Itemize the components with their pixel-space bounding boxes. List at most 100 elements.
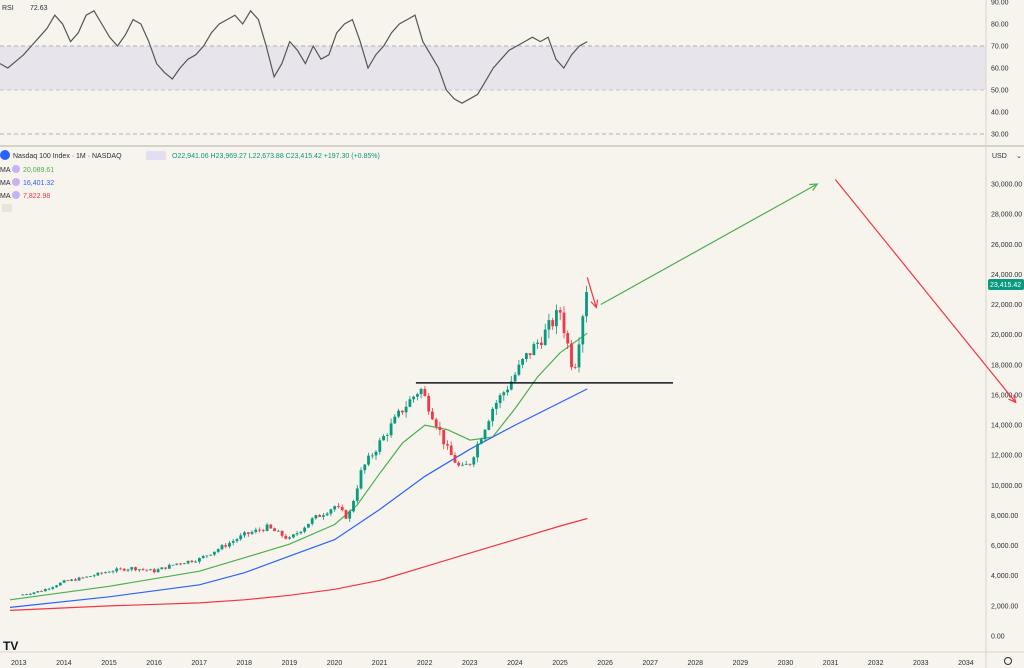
collapse-legend-button[interactable] [2, 204, 12, 212]
candle-body [239, 535, 243, 540]
candle-body [250, 532, 254, 534]
small-arrow-head [590, 299, 599, 309]
projection-down-arrow[interactable] [834, 179, 1017, 404]
candle-body [164, 567, 167, 569]
candle-body [385, 435, 389, 436]
candle-body [205, 555, 209, 557]
candle-body [506, 389, 509, 393]
candle-body [502, 392, 506, 396]
tradingview-logo[interactable]: TV [3, 639, 18, 653]
candle-body [261, 530, 265, 531]
candle-body [276, 530, 280, 532]
ma1-value: 20,089.61 [23, 167, 54, 174]
price-tick-label: 20,000.00 [991, 332, 1022, 339]
ma2-value: 16,401.32 [23, 180, 54, 187]
candle-body [389, 423, 393, 436]
candle-body [491, 408, 494, 422]
price-tick-label: 8,000.00 [991, 513, 1018, 520]
candle-body [220, 545, 224, 550]
candle-body [401, 410, 404, 413]
ma3-name: MA [0, 193, 11, 200]
time-tick-label: 2028 [688, 660, 704, 667]
time-tick-label: 2034 [958, 660, 974, 667]
time-tick-label: 2030 [778, 660, 794, 667]
rsi-value: 72.63 [30, 5, 48, 12]
price-tick-label: 18,000.00 [991, 362, 1022, 369]
ma2-settings-icon[interactable] [12, 178, 20, 186]
candle-body [337, 506, 340, 508]
candle-body [494, 403, 498, 409]
candle-body [540, 342, 543, 345]
axis-menu-icon[interactable]: ⌄ [1016, 153, 1022, 160]
candle-body [453, 455, 457, 463]
candle-body [141, 569, 145, 570]
settings-gear-icon[interactable] [1004, 657, 1012, 665]
symbol-badge[interactable] [146, 151, 166, 160]
price-tick-label: 4,000.00 [991, 573, 1018, 580]
ma-lines [9, 332, 588, 611]
time-tick-label: 2020 [327, 660, 343, 667]
candle-body [235, 539, 239, 541]
time-tick-label: 2031 [823, 660, 839, 667]
small-down-arrow[interactable] [586, 277, 599, 309]
candle-body [213, 551, 216, 555]
candle-body [513, 374, 517, 382]
candle-body [96, 572, 100, 576]
projection-up-arrowhead [809, 183, 819, 191]
candle-body [329, 509, 333, 514]
candle-body [288, 537, 291, 539]
ma1-settings-icon[interactable] [12, 165, 20, 173]
time-tick-label: 2017 [191, 660, 207, 667]
candle-body [77, 577, 81, 581]
candle-body [446, 444, 449, 446]
candle-body [89, 576, 92, 577]
candle-body [74, 579, 77, 581]
candle-body [585, 292, 588, 317]
candle-body [344, 510, 348, 519]
candle-body [231, 541, 235, 543]
candle-body [156, 569, 160, 573]
candle-body [280, 530, 284, 536]
time-tick-label: 2026 [597, 660, 613, 667]
symbol-label[interactable]: Nasdaq 100 Index · 1M · NASDAQ [13, 153, 122, 160]
candle-body [224, 545, 228, 547]
candle-body [122, 568, 126, 571]
candle-body [179, 563, 182, 565]
projection-up-line [600, 183, 818, 306]
price-tick-label: 28,000.00 [991, 212, 1022, 219]
candle-body [408, 399, 412, 407]
currency-label[interactable]: USD [992, 153, 1007, 160]
rsi-tick-label: 40.00 [991, 110, 1009, 117]
candle-body [570, 343, 573, 368]
candle-body [449, 445, 453, 455]
time-tick-label: 2016 [146, 660, 162, 667]
candle-body [431, 411, 434, 420]
candle-body [340, 507, 344, 511]
candle-body [167, 564, 171, 569]
candle-body [363, 464, 367, 471]
time-tick-label: 2018 [237, 660, 253, 667]
candle-body [115, 568, 119, 572]
candle-body [198, 558, 201, 562]
candle-body [461, 464, 464, 466]
time-tick-label: 2033 [913, 660, 929, 667]
candle-body [438, 426, 442, 430]
candle-body [543, 329, 547, 345]
candle-body [397, 410, 400, 417]
ma3-settings-icon[interactable] [12, 191, 20, 199]
projection-up-arrow[interactable] [600, 183, 819, 306]
time-tick-label: 2022 [417, 660, 433, 667]
candle-body [310, 518, 314, 524]
time-tick-label: 2025 [552, 660, 568, 667]
candle-body [370, 455, 374, 457]
time-tick-label: 2032 [868, 660, 884, 667]
candle-body [201, 556, 205, 559]
candle-body [32, 592, 36, 594]
candle-body [209, 554, 213, 556]
candle-body [487, 421, 491, 430]
candle-body [322, 515, 325, 517]
tradingview-logo-text: TV [3, 639, 18, 653]
candle-body [416, 394, 419, 397]
symbol-logo-icon [0, 150, 10, 160]
candle-body [40, 591, 43, 592]
